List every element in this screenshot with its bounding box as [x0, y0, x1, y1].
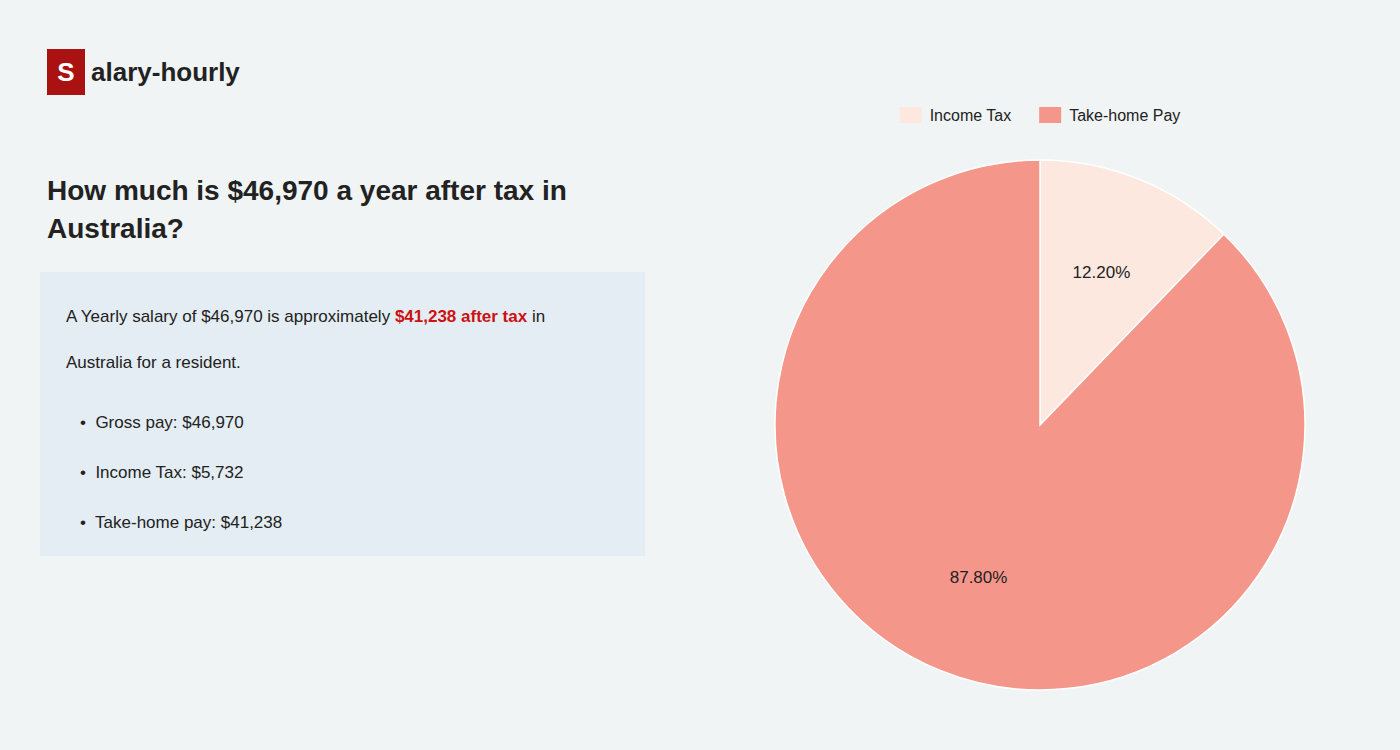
info-text-part: A Yearly salary of $46,970 is approximat…: [66, 307, 395, 326]
pie: [775, 160, 1305, 690]
legend-label: Take-home Pay: [1069, 107, 1180, 124]
info-line: Australia for a resident.: [66, 353, 241, 372]
logo-letter: S: [57, 57, 74, 87]
chart-root: Salary-hourly How much is $46,970 a year …: [0, 0, 1400, 750]
legend-swatch: [900, 107, 922, 123]
bullet-item: • Gross pay: $46,970: [80, 413, 244, 432]
info-text-part: $41,238 after tax: [395, 307, 528, 326]
title: How much is $46,970 a year after tax in A…: [47, 175, 567, 244]
info-text-part: in: [527, 307, 545, 326]
background: [0, 0, 1400, 750]
bullet-item: • Take-home pay: $41,238: [80, 513, 282, 532]
title-line: How much is $46,970 a year after tax in: [47, 175, 567, 206]
data-label: 12.20%: [1073, 263, 1131, 282]
legend: Income Tax Take-home Pay: [900, 107, 1181, 124]
title-line: Australia?: [47, 213, 184, 244]
bullet-item: • Income Tax: $5,732: [80, 463, 243, 482]
pie-slice: [775, 160, 1305, 690]
logo-text: alary-hourly: [91, 57, 240, 87]
logo-box: [47, 49, 85, 95]
info-line: A Yearly salary of $46,970 is approximat…: [66, 307, 545, 326]
info-box: [40, 272, 645, 556]
data-label: 87.80%: [950, 568, 1008, 587]
legend-swatch: [1039, 107, 1061, 123]
legend-label: Income Tax: [930, 107, 1012, 124]
